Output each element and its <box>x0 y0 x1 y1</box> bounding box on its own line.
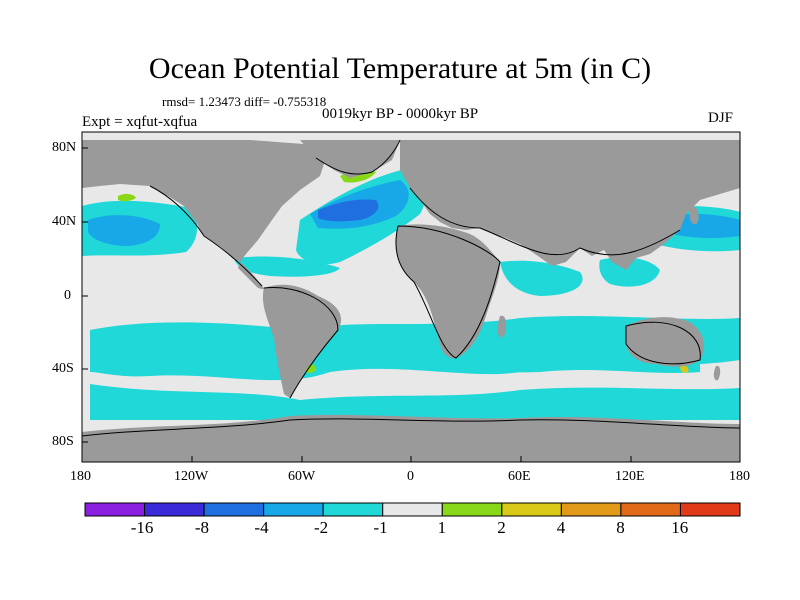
colorbar-swatch <box>84 502 146 517</box>
lon-ticks <box>81 456 741 462</box>
lon-label-180e: 180 <box>729 469 750 484</box>
colorbar-label: 8 <box>616 518 625 537</box>
colorbar <box>84 502 741 517</box>
anomaly-north-atlantic-cold <box>318 199 379 222</box>
anomaly-tropical-atlantic <box>234 256 340 277</box>
colorbar-label: 16 <box>671 518 689 537</box>
land-africa <box>395 224 500 359</box>
land-north-america <box>82 140 330 262</box>
map-title: Ocean Potential Temperature at 5m (in C) <box>148 52 652 85</box>
colorbar-swatch <box>620 502 681 517</box>
lon-label-120e: 120E <box>615 469 645 484</box>
colorbar-swatch <box>501 502 562 517</box>
colorbar-label: 1 <box>437 518 447 537</box>
colorbar-label: 2 <box>497 518 506 537</box>
colorbar-swatch <box>382 502 443 517</box>
land-antarctica <box>82 414 740 462</box>
colorbar-label: -8 <box>194 518 210 537</box>
land-eurasia <box>400 140 740 270</box>
lon-label-180w: 180 <box>70 469 91 484</box>
anomaly-indian-ocean <box>500 260 583 296</box>
season-text: DJF <box>708 110 734 126</box>
colorbar-label: -1 <box>373 518 388 537</box>
colorbar-label: 4 <box>556 518 566 537</box>
lon-label-0: 0 <box>407 469 414 484</box>
land-new-zealand <box>713 365 721 381</box>
land-greenland <box>300 140 400 178</box>
colorbar-label: -16 <box>130 518 154 537</box>
colorbar-swatch <box>203 502 265 517</box>
colorbar-label: -2 <box>313 518 329 537</box>
colorbar-swatch <box>560 502 622 517</box>
anomaly-maritime-continent <box>599 257 660 287</box>
lat-label-40n: 40N <box>52 214 77 229</box>
land-layer <box>82 140 740 462</box>
anomaly-warm-pacific <box>118 193 136 202</box>
anomaly-warm-australia <box>680 365 689 373</box>
period-text: 0019kyr BP - 0000kyr BP <box>322 106 479 122</box>
lat-ticks <box>82 147 88 443</box>
anomaly-north-pacific-core <box>88 215 160 246</box>
stats-text: rmsd= 1.23473 diff= -0.755318 <box>162 94 327 109</box>
land-japan <box>689 206 699 225</box>
lat-label-eq: 0 <box>64 288 71 303</box>
colorbar-swatch <box>679 502 741 517</box>
lon-label-60w: 60W <box>288 469 316 484</box>
land-south-america <box>262 284 342 398</box>
experiment-text: Expt = xqfut-xqfua <box>82 114 198 130</box>
lon-label-120w: 120W <box>174 469 209 484</box>
anomaly-southern-ocean-lower <box>90 384 740 420</box>
colorbar-swatch <box>263 502 324 517</box>
colorbar-swatch <box>144 502 205 517</box>
lat-label-80s: 80S <box>52 434 74 449</box>
lat-label-80n: 80N <box>52 140 77 155</box>
colorbar-label: -4 <box>254 518 269 537</box>
lon-label-60e: 60E <box>508 469 531 484</box>
colorbar-swatch <box>322 502 384 517</box>
land-australia <box>626 317 705 367</box>
coastlines <box>82 139 740 437</box>
land-madagascar <box>497 315 507 338</box>
lat-label-40s: 40S <box>52 361 74 376</box>
colorbar-swatch <box>441 502 503 517</box>
